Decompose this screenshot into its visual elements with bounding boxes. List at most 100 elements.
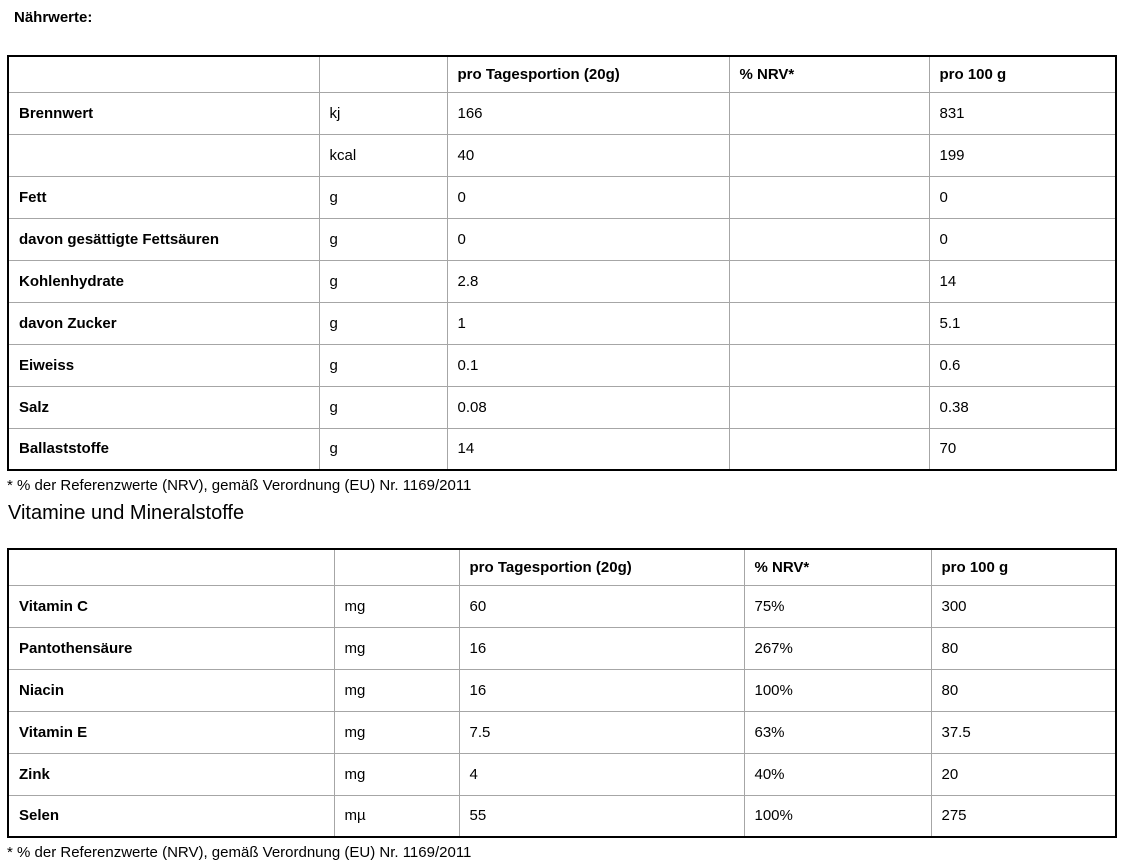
table-row: Vitamin E mg 7.5 63% 37.5 [7, 710, 1117, 754]
vitamins-table: pro Tagesportion (20g) % NRV* pro 100 g … [7, 548, 1117, 838]
table-row: Ballaststoffe g 14 70 [7, 427, 1117, 471]
vitamins-section-heading: Vitamine und Mineralstoffe [8, 502, 245, 524]
row-label [7, 133, 320, 177]
table-row: Kohlenhydrate g 2.8 14 [7, 259, 1117, 303]
row-per-portion: 2.8 [446, 259, 730, 303]
row-label: Kohlenhydrate [7, 259, 320, 303]
header-per-portion: pro Tagesportion (20g) [446, 55, 730, 93]
row-nrv: 63% [743, 710, 932, 754]
row-label: Pantothensäure [7, 626, 335, 670]
nrv-footnote: * % der Referenzwerte (NRV), gemäß Veror… [7, 844, 472, 861]
row-unit: mg [333, 584, 460, 628]
row-label: Vitamin E [7, 710, 335, 754]
nutrition-table: pro Tagesportion (20g) % NRV* pro 100 g … [7, 55, 1117, 471]
header-per-portion: pro Tagesportion (20g) [458, 548, 745, 586]
row-nrv [728, 133, 930, 177]
row-unit: g [318, 259, 448, 303]
row-unit: kcal [318, 133, 448, 177]
row-per-100g: 831 [928, 91, 1117, 135]
row-unit: g [318, 301, 448, 345]
header-per-100g: pro 100 g [928, 55, 1117, 93]
vitamins-table-header-row: pro Tagesportion (20g) % NRV* pro 100 g [7, 548, 1117, 586]
row-per-100g: 275 [930, 794, 1117, 838]
nutrition-table-header-row: pro Tagesportion (20g) % NRV* pro 100 g [7, 55, 1117, 93]
header-name [7, 55, 320, 93]
table-row: davon Zucker g 1 5.1 [7, 301, 1117, 345]
header-nrv: % NRV* [728, 55, 930, 93]
row-per-portion: 0.08 [446, 385, 730, 429]
row-nrv: 75% [743, 584, 932, 628]
row-unit: mg [333, 626, 460, 670]
row-per-100g: 80 [930, 668, 1117, 712]
row-unit: kj [318, 91, 448, 135]
row-label: Niacin [7, 668, 335, 712]
row-per-100g: 0 [928, 175, 1117, 219]
table-row: Pantothensäure mg 16 267% 80 [7, 626, 1117, 670]
row-nrv: 267% [743, 626, 932, 670]
row-unit: g [318, 427, 448, 471]
table-row: Zink mg 4 40% 20 [7, 752, 1117, 796]
row-label: Vitamin C [7, 584, 335, 628]
row-per-100g: 300 [930, 584, 1117, 628]
row-label: davon gesättigte Fettsäuren [7, 217, 320, 261]
table-row: davon gesättigte Fettsäuren g 0 0 [7, 217, 1117, 261]
table-row: Fett g 0 0 [7, 175, 1117, 219]
row-per-100g: 0 [928, 217, 1117, 261]
table-row: Selen mµ 55 100% 275 [7, 794, 1117, 838]
row-nrv [728, 385, 930, 429]
row-per-100g: 0.6 [928, 343, 1117, 387]
row-label: Fett [7, 175, 320, 219]
table-row: Salz g 0.08 0.38 [7, 385, 1117, 429]
row-nrv: 40% [743, 752, 932, 796]
row-per-portion: 60 [458, 584, 745, 628]
row-unit: g [318, 343, 448, 387]
table-row: Eiweiss g 0.1 0.6 [7, 343, 1117, 387]
table-row: kcal 40 199 [7, 133, 1117, 177]
row-nrv: 100% [743, 668, 932, 712]
row-per-portion: 0.1 [446, 343, 730, 387]
row-nrv [728, 91, 930, 135]
row-unit: mµ [333, 794, 460, 838]
row-per-100g: 70 [928, 427, 1117, 471]
row-unit: g [318, 385, 448, 429]
row-nrv: 100% [743, 794, 932, 838]
row-per-100g: 5.1 [928, 301, 1117, 345]
header-unit [318, 55, 448, 93]
row-label: Selen [7, 794, 335, 838]
row-label: Zink [7, 752, 335, 796]
row-label: Ballaststoffe [7, 427, 320, 471]
row-per-portion: 40 [446, 133, 730, 177]
row-per-portion: 0 [446, 217, 730, 261]
header-nrv: % NRV* [743, 548, 932, 586]
row-unit: mg [333, 710, 460, 754]
row-nrv [728, 217, 930, 261]
row-per-portion: 1 [446, 301, 730, 345]
row-per-portion: 55 [458, 794, 745, 838]
header-unit [333, 548, 460, 586]
row-nrv [728, 343, 930, 387]
row-nrv [728, 175, 930, 219]
row-label: Brennwert [7, 91, 320, 135]
row-label: Eiweiss [7, 343, 320, 387]
row-per-100g: 37.5 [930, 710, 1117, 754]
row-per-100g: 20 [930, 752, 1117, 796]
row-per-100g: 0.38 [928, 385, 1117, 429]
row-per-portion: 16 [458, 626, 745, 670]
row-per-portion: 16 [458, 668, 745, 712]
row-label: davon Zucker [7, 301, 320, 345]
row-per-portion: 0 [446, 175, 730, 219]
row-nrv [728, 301, 930, 345]
page-title: Nährwerte: [14, 9, 93, 26]
row-per-portion: 7.5 [458, 710, 745, 754]
row-per-portion: 14 [446, 427, 730, 471]
header-per-100g: pro 100 g [930, 548, 1117, 586]
nrv-footnote: * % der Referenzwerte (NRV), gemäß Veror… [7, 477, 472, 494]
header-name [7, 548, 335, 586]
row-nrv [728, 427, 930, 471]
row-nrv [728, 259, 930, 303]
row-per-100g: 199 [928, 133, 1117, 177]
row-unit: g [318, 217, 448, 261]
table-row: Brennwert kj 166 831 [7, 91, 1117, 135]
row-unit: g [318, 175, 448, 219]
